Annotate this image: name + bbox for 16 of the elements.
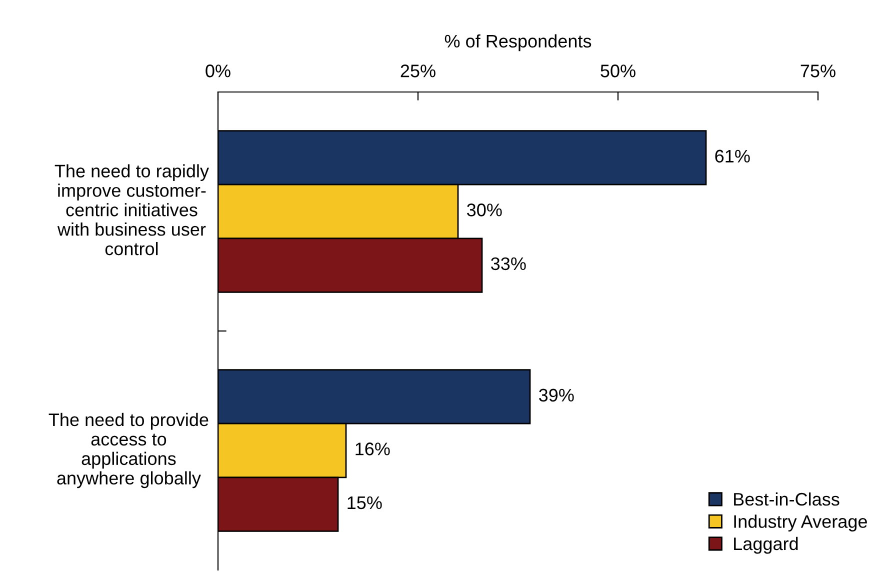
y-tick-label: The need to provide access to applications anywhere globally — [48, 412, 208, 488]
x-tick-label: 0% — [206, 64, 230, 78]
data-label: 30% — [467, 204, 502, 216]
x-tick-label: 25% — [400, 64, 436, 78]
data-label: 15% — [348, 496, 382, 510]
x-axis-title: % of Respondents — [444, 34, 592, 52]
legend-label: Laggard — [734, 536, 798, 554]
legend-label: Industry Average — [734, 514, 867, 532]
data-label: 39% — [539, 388, 574, 402]
y-tick-label: The need to rapidly improve customer- centric initiatives with business user control — [54, 164, 209, 256]
legend-label: Best-in-Class — [734, 492, 840, 506]
data-label: 61% — [715, 150, 750, 163]
data-label: 16% — [356, 442, 390, 456]
x-tick-label: 50% — [600, 64, 636, 78]
x-tick-label: 75% — [800, 64, 836, 78]
data-label: 33% — [491, 257, 526, 270]
